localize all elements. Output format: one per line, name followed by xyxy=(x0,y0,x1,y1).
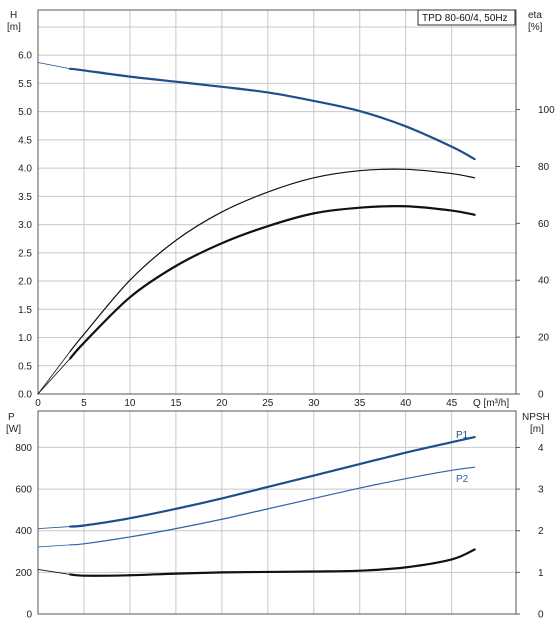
y-tick-label: 3.0 xyxy=(18,220,32,231)
y-tick-label: 4.5 xyxy=(18,135,32,146)
y-right-axis-unit: [%] xyxy=(528,22,543,33)
x-tick-label: 20 xyxy=(216,398,228,409)
efficiency-curve-thick xyxy=(69,205,476,360)
npsh-curve-extrapolated xyxy=(37,569,71,575)
npsh-tick-label: 3 xyxy=(538,485,544,496)
x-tick-label: 40 xyxy=(400,398,412,409)
chart-title-box: TPD 80-60/4, 50Hz xyxy=(417,9,516,26)
npsh-curve xyxy=(69,548,476,577)
series-label-p1: P1 xyxy=(456,430,469,441)
power-p1-curve-extrapolated xyxy=(37,526,71,530)
bottom-tick-labels: 0 200 400 600 800 0 1 2 3 4 xyxy=(15,443,544,621)
npsh-axis-unit: [m] xyxy=(530,424,544,435)
bottom-grid xyxy=(37,410,517,615)
x-tick-label: 0 xyxy=(35,398,41,409)
power-tick-label: 200 xyxy=(15,568,32,579)
power-tick-label: 400 xyxy=(15,526,32,537)
y-right-tick-label: 0 xyxy=(538,390,544,401)
power-axis-unit: [W] xyxy=(6,424,21,435)
y-tick-label: 5.5 xyxy=(18,79,32,90)
y-tick-label: 3.5 xyxy=(18,192,32,203)
y-tick-label: 2.0 xyxy=(18,277,32,288)
power-p2-curve-extrapolated xyxy=(37,544,71,548)
top-tick-labels: 0.0 0.5 1.0 1.5 2.0 2.5 3.0 3.5 4.0 4.5 5.0 5.5 6.0 0… xyxy=(18,51,555,409)
efficiency-curve-thick-extrapolated xyxy=(37,358,71,395)
y-tick-label: 6.0 xyxy=(18,51,32,62)
bottom-series xyxy=(37,435,476,577)
x-tick-label: 35 xyxy=(354,398,366,409)
y-right-tick-label: 20 xyxy=(538,333,550,344)
y-left-axis-name: H xyxy=(10,10,17,21)
npsh-tick-label: 1 xyxy=(538,568,544,579)
x-tick-label: 10 xyxy=(124,398,136,409)
y-tick-label: 1.5 xyxy=(18,305,32,316)
y-right-tick-label: 100 xyxy=(538,105,555,116)
npsh-axis-name: NPSH xyxy=(522,412,550,423)
efficiency-curve-thin-extrapolated xyxy=(37,351,71,395)
power-npsh-plot: 0 200 400 600 800 0 1 2 3 4 P [W] NPSH [m] P1 P2 xyxy=(6,410,550,621)
plot-frame xyxy=(37,410,517,615)
head-efficiency-plot: 0.0 0.5 1.0 1.5 2.0 2.5 3.0 3.5 4.0 4.5 5.0 5.5 6.0 0… xyxy=(7,9,555,409)
power-tick-label: 0 xyxy=(26,610,32,621)
y-tick-label: 0.5 xyxy=(18,361,32,372)
power-p1-curve xyxy=(69,435,476,528)
power-tick-label: 800 xyxy=(15,443,32,454)
series-label-p2: P2 xyxy=(456,474,469,485)
efficiency-curve-thin xyxy=(69,168,476,352)
power-p2-curve xyxy=(69,466,476,546)
y-tick-label: 2.5 xyxy=(18,248,32,259)
top-grid xyxy=(37,9,517,395)
y-left-axis-unit: [m] xyxy=(7,22,21,33)
npsh-tick-label: 0 xyxy=(538,610,544,621)
x-tick-label: 45 xyxy=(446,398,458,409)
plot-frame xyxy=(37,9,517,395)
x-tick-label: 25 xyxy=(262,398,274,409)
y-tick-label: 5.0 xyxy=(18,107,32,118)
y-right-axis-name: eta xyxy=(528,10,542,21)
head-curve xyxy=(69,67,476,161)
x-tick-label: 15 xyxy=(170,398,182,409)
x-tick-label: 5 xyxy=(81,398,87,409)
npsh-tick-label: 2 xyxy=(538,526,544,537)
y-right-tick-label: 40 xyxy=(538,276,550,287)
head-curve-extrapolated xyxy=(37,62,71,70)
npsh-tick-label: 4 xyxy=(538,443,544,454)
y-tick-label: 1.0 xyxy=(18,333,32,344)
x-axis-label: Q [m³/h] xyxy=(473,398,509,409)
y-tick-label: 4.0 xyxy=(18,164,32,175)
top-series xyxy=(37,62,476,395)
y-right-tick-label: 80 xyxy=(538,162,550,173)
chart-title: TPD 80-60/4, 50Hz xyxy=(422,13,508,24)
x-tick-label: 30 xyxy=(308,398,320,409)
power-axis-name: P xyxy=(8,412,15,423)
power-tick-label: 600 xyxy=(15,485,32,496)
y-tick-label: 0.0 xyxy=(18,390,32,401)
y-right-tick-label: 60 xyxy=(538,219,550,230)
